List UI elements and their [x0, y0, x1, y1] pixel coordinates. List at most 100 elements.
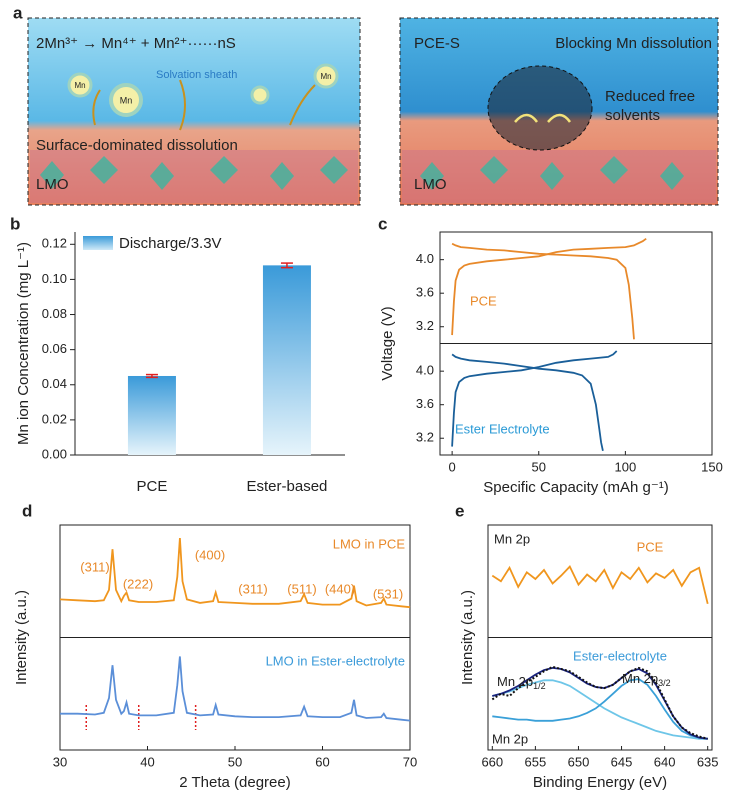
subplot-label: LMO in Ester-electrolyte — [266, 653, 405, 668]
subplot-label: Ester Electrolyte — [455, 421, 550, 436]
legend-label: Discharge/3.3V — [119, 235, 222, 252]
ion-label: Mn — [120, 95, 133, 105]
y-tick-label: 3.6 — [416, 396, 434, 411]
peak-label: Mn 2p3/2 — [622, 671, 671, 688]
series-line — [59, 537, 411, 609]
panel-label: d — [22, 501, 32, 520]
ion-label: Mn — [320, 72, 331, 81]
series-line — [60, 656, 411, 722]
subplot-label: Mn 2p — [494, 531, 530, 546]
subplot-label: PCE — [470, 293, 497, 308]
x-tick-label: 645 — [611, 754, 633, 769]
y-axis-title: Intensity (a.u.) — [459, 590, 476, 685]
x-tick-label: 655 — [525, 754, 547, 769]
peak-label-main: Mn 2p — [622, 671, 658, 686]
x-tick-label: 60 — [315, 754, 329, 769]
peak-label-sub: 3/2 — [658, 678, 671, 688]
x-tick-label: 660 — [481, 754, 503, 769]
subplot-label: LMO in PCE — [333, 536, 406, 551]
y-tick-label: 0.04 — [42, 376, 67, 391]
peak-label: (440) — [325, 581, 355, 596]
y-tick-label: 3.2 — [416, 318, 434, 333]
series-line — [451, 350, 618, 447]
sheath-label: Solvation sheath — [156, 69, 237, 81]
electrode-label: LMO — [414, 176, 447, 193]
y-tick-label: 3.6 — [416, 285, 434, 300]
caption: Surface-dominated dissolution — [36, 137, 238, 154]
x-tick-label: Ester-based — [247, 478, 328, 495]
subplot-label: Mn 2p — [492, 731, 528, 746]
series-line — [451, 242, 635, 340]
x-tick-label: 100 — [615, 459, 637, 474]
subplot-tag: Ester-electrolyte — [573, 648, 667, 663]
ion — [109, 83, 143, 117]
peak-label: (311) — [238, 581, 267, 596]
x-tick-label: PCE — [137, 478, 168, 495]
equation: 2Mn³⁺ → Mn⁴⁺ + Mn²⁺······nS — [36, 35, 236, 52]
peak-label: (311) — [80, 559, 109, 574]
x-tick-label: 650 — [568, 754, 590, 769]
series-line — [492, 678, 708, 740]
crystals — [420, 156, 684, 190]
ion — [67, 72, 93, 98]
bar — [262, 265, 311, 455]
x-tick-label: 30 — [53, 754, 67, 769]
y-tick-label: 0.08 — [42, 306, 67, 321]
x-tick-label: 150 — [701, 459, 723, 474]
note-line: solvents — [605, 107, 660, 124]
series-line — [451, 353, 604, 451]
ion-label: Mn — [74, 81, 85, 90]
peak-label: (400) — [195, 547, 225, 562]
ion — [313, 63, 339, 89]
x-tick-label: 70 — [403, 754, 417, 769]
y-tick-label: 4.0 — [416, 363, 434, 378]
x-tick-label: 40 — [140, 754, 154, 769]
y-tick-label: 4.0 — [416, 251, 434, 266]
x-axis-title: Binding Energy (eV) — [533, 774, 667, 791]
illustration-right: PCE-S Blocking Mn dissolution Reduced fr… — [399, 17, 719, 206]
x-tick-label: 0 — [449, 459, 456, 474]
y-axis-title: Intensity (a.u.) — [13, 590, 30, 685]
y-axis-title: Voltage (V) — [379, 306, 396, 380]
arrows — [92, 79, 316, 131]
panel-label: e — [455, 501, 464, 520]
peak-label-main: Mn 2p — [497, 674, 533, 689]
arrows — [514, 113, 572, 123]
x-tick-label: 635 — [697, 754, 719, 769]
peak-label-sub: 1/2 — [533, 681, 546, 691]
note-line: Reduced free — [605, 88, 695, 105]
peak-label: (222) — [123, 576, 153, 591]
y-tick-label: 0.06 — [42, 341, 67, 356]
bar — [127, 375, 176, 455]
panel-label: a — [13, 3, 23, 22]
series-line — [492, 666, 708, 740]
tag-label: PCE-S — [414, 35, 460, 52]
legend-swatch — [83, 236, 113, 250]
y-tick-label: 0.02 — [42, 411, 67, 426]
scene-frame — [27, 17, 361, 206]
x-tick-label: 50 — [228, 754, 242, 769]
x-axis-title: 2 Theta (degree) — [179, 774, 290, 791]
crystal-layer — [30, 150, 358, 203]
peak-label: (531) — [373, 586, 403, 601]
caption: Blocking Mn dissolution — [555, 35, 712, 52]
y-tick-label: 3.2 — [416, 430, 434, 445]
ion — [250, 85, 270, 105]
y-axis-title: Mn ion Concentration (mg L⁻¹) — [15, 242, 32, 445]
y-tick-label: 0.00 — [42, 446, 67, 461]
series-line — [451, 237, 647, 336]
panel-label: c — [378, 214, 387, 233]
zoom-circle — [487, 65, 593, 151]
y-tick-label: 0.10 — [42, 271, 67, 286]
x-axis-title: Specific Capacity (mAh g⁻¹) — [483, 479, 668, 496]
illustration-left: Mn Mn Mn 2Mn³⁺ → Mn⁴⁺ + Mn²⁺······nS Sol… — [27, 17, 361, 206]
crystals — [40, 156, 348, 190]
x-tick-label: 640 — [654, 754, 676, 769]
peak-label: Mn 2p1/2 — [497, 674, 546, 691]
panel-label: b — [10, 214, 20, 233]
x-tick-label: 50 — [532, 459, 546, 474]
electrode-label: LMO — [36, 176, 69, 193]
series-line — [491, 565, 709, 605]
y-tick-label: 0.12 — [42, 236, 67, 251]
